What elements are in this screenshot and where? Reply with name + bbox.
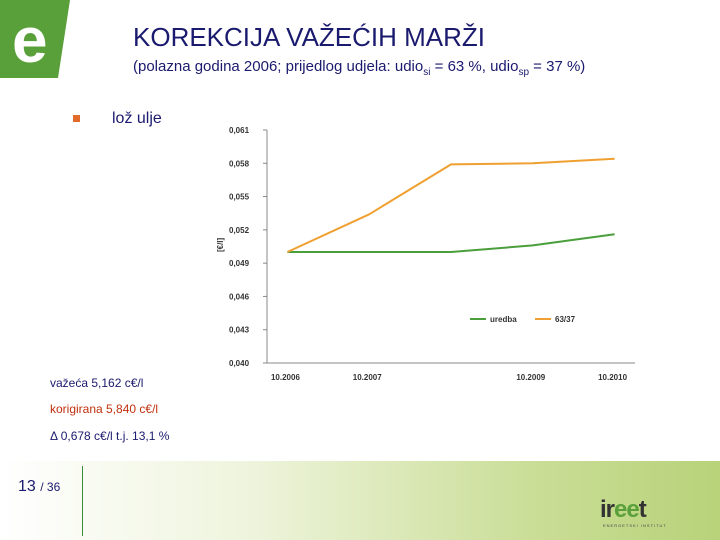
page-number: 13 / 36 <box>18 478 60 496</box>
bullet-label: lož ulje <box>112 110 162 127</box>
x-tick-label: 10.2010 <box>598 373 627 382</box>
y-tick-label: 0,040 <box>229 359 250 368</box>
delta-note: Δ 0,678 c€/l t.j. 13,1 % <box>50 429 170 443</box>
series-line-63-37 <box>286 157 615 253</box>
brand-logo: ireet <box>600 496 647 524</box>
x-tick-label: 10.2006 <box>271 373 300 382</box>
series-line-uredba <box>287 233 615 253</box>
y-axis-label: [€/l] <box>216 237 225 252</box>
logo-icon: e <box>0 0 70 78</box>
x-tick-label: 10.2007 <box>353 373 382 382</box>
y-tick-label: 0,043 <box>229 326 250 335</box>
y-tick-label: 0,058 <box>229 159 250 168</box>
subtitle-part: = 63 %, udio <box>430 58 519 75</box>
page-total: / 36 <box>40 480 61 494</box>
brand-subtitle: ENERGETSKI INSTITUT <box>603 523 667 528</box>
line-chart: 0,061 0,058 0,055 0,052 0,049 0,046 0,043 0,040… <box>216 126 635 382</box>
subtitle-subscript: si <box>423 67 431 78</box>
brand-part: t <box>638 496 647 523</box>
footer-divider <box>82 466 83 536</box>
brand-part: ir <box>600 496 615 523</box>
logo-letter: e <box>12 4 48 76</box>
page-current: 13 <box>18 478 36 495</box>
y-tick-label: 0,052 <box>229 226 250 235</box>
bullet-icon <box>73 115 80 122</box>
y-tick-label: 0,061 <box>229 126 250 135</box>
y-tick-label: 0,049 <box>229 259 250 268</box>
y-tick-label: 0,046 <box>229 292 250 301</box>
legend-label: uredba <box>490 315 517 324</box>
legend-label: 63/37 <box>555 315 576 324</box>
page-subtitle: (polazna godina 2006; prijedlog udjela: … <box>133 58 585 78</box>
y-tick-label: 0,055 <box>229 193 250 202</box>
corrected-margin-note: korigirana 5,840 c€/l <box>50 402 159 416</box>
footer-band <box>0 461 720 540</box>
x-tick-label: 10.2009 <box>516 373 545 382</box>
current-margin-note: važeća 5,162 c€/l <box>50 376 144 390</box>
subtitle-part: = 37 %) <box>529 58 586 75</box>
subtitle-subscript: sp <box>518 67 530 78</box>
brand-part-highlight: ee <box>614 496 640 523</box>
subtitle-part: (polazna godina 2006; prijedlog udjela: … <box>133 58 424 75</box>
page-title: KOREKCIJA VAŽEĆIH MARŽI <box>133 22 486 52</box>
